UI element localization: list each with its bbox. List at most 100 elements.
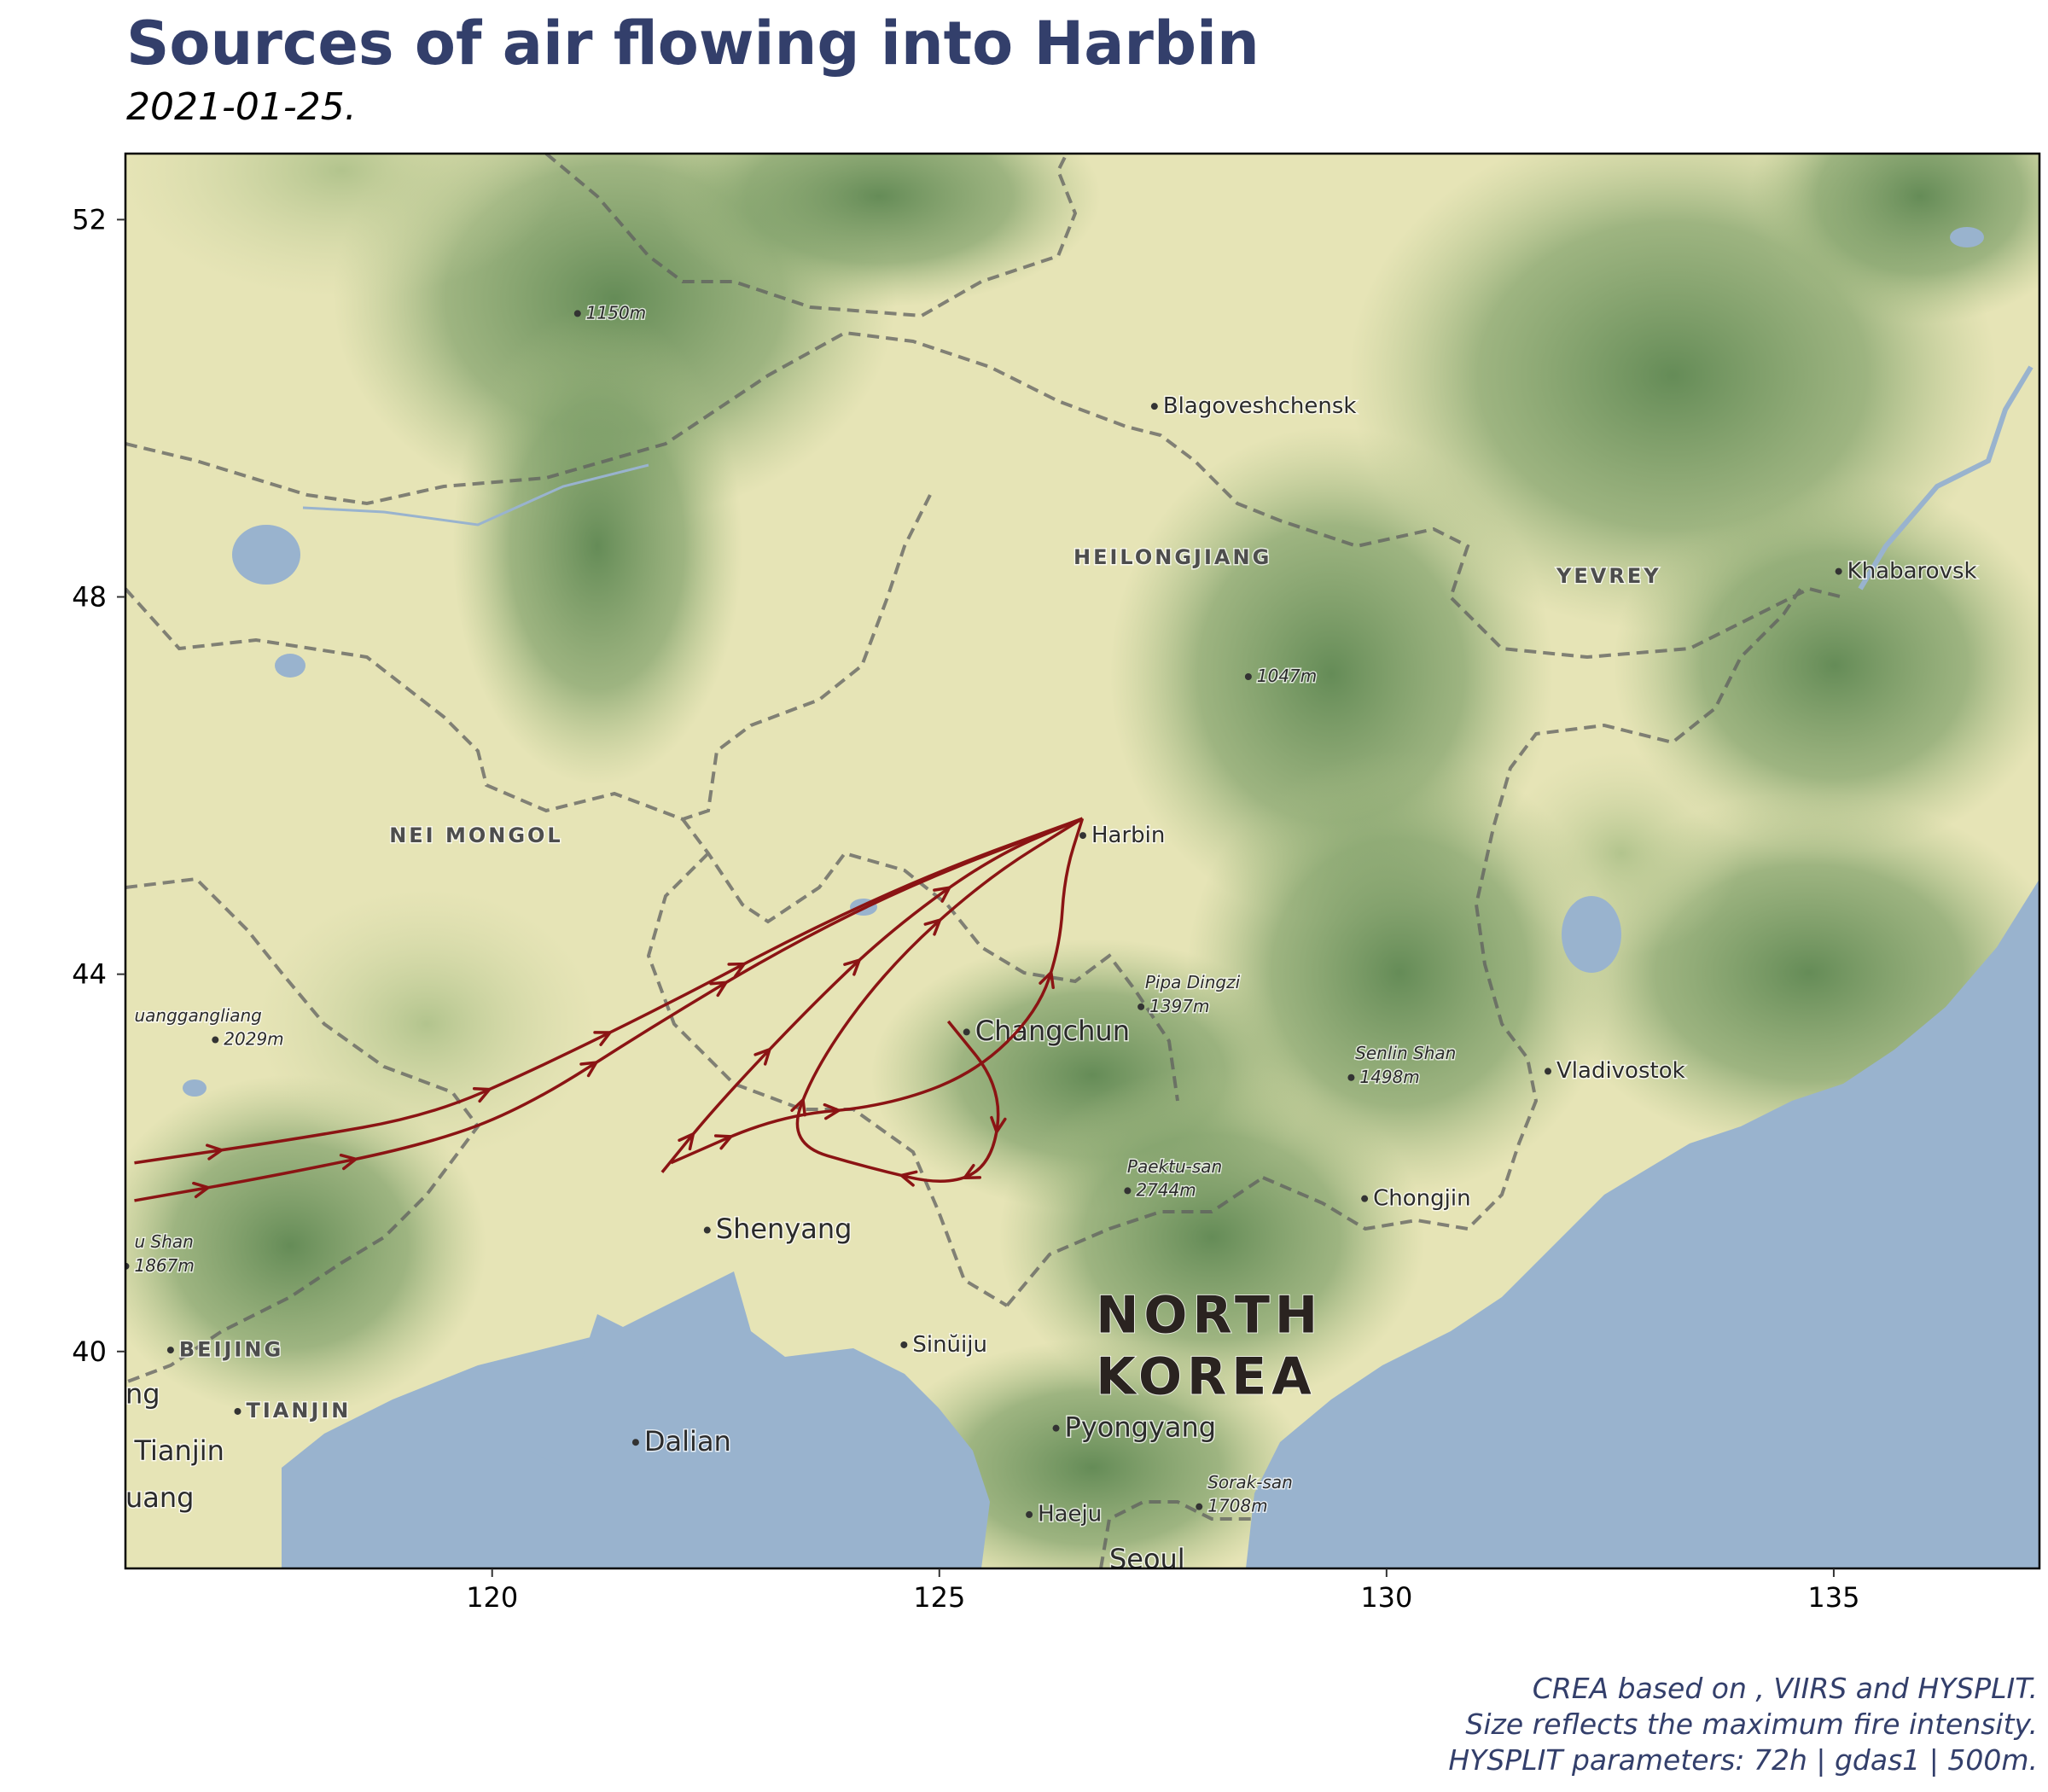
direction-arrow-icon	[990, 1115, 1007, 1134]
place-label: u Shan	[134, 1231, 193, 1252]
place-label: HEILONGJIANG	[1073, 545, 1271, 569]
basemap: Blagoveshchensk HEILONGJIANG YEVREY Khabaro…	[125, 154, 2039, 1575]
place-marker-icon	[1052, 1424, 1060, 1432]
direction-arrow-icon	[963, 1163, 982, 1179]
place-marker-icon	[212, 1036, 219, 1044]
direction-arrow-icon	[843, 958, 861, 976]
caption: CREA based on , VIIRS and HYSPLIT. Size …	[1448, 1671, 2038, 1778]
place-label: Haeju	[1038, 1502, 1102, 1527]
trajectories	[134, 817, 1085, 1202]
place-marker-icon	[1137, 1003, 1145, 1010]
place-marker-icon	[1196, 1503, 1203, 1510]
place-label: Blagoveshchensk	[1163, 393, 1357, 419]
place-label: uang	[125, 1481, 194, 1514]
direction-arrow-icon	[790, 1098, 806, 1117]
place-marker-icon	[703, 1226, 711, 1234]
place-marker-icon	[1835, 567, 1842, 575]
x-tick-label: 120	[466, 1581, 518, 1614]
place-label: Harbin	[1091, 823, 1165, 848]
direction-arrow-icon	[709, 980, 728, 998]
admin-borders	[125, 154, 1844, 1568]
place-label: NORTH	[1096, 1286, 1323, 1346]
direction-arrow-icon	[579, 1061, 598, 1078]
direction-arrow-icon	[753, 1048, 771, 1066]
place-label: Sinŭiju	[912, 1332, 987, 1358]
place-label: Tianjin	[133, 1434, 224, 1467]
caption-line: Size reflects the maximum fire intensity…	[1465, 1708, 2038, 1741]
place-label: Shenyang	[716, 1213, 852, 1245]
place-marker-icon	[900, 1341, 908, 1348]
direction-arrow-icon	[593, 1031, 612, 1046]
place-label: 1047m	[1257, 666, 1317, 686]
place-label: Sorak-san	[1207, 1472, 1293, 1492]
direction-arrow-icon	[899, 1170, 918, 1187]
y-tick-label: 44	[72, 958, 107, 991]
direction-arrow-icon	[205, 1143, 224, 1161]
trajectory-line	[134, 817, 1084, 1165]
map-title: Sources of air flowing into Harbin	[126, 9, 1260, 79]
place-label: Senlin Shan	[1355, 1043, 1456, 1063]
place-label: KOREA	[1096, 1347, 1316, 1407]
trajectory-line	[670, 817, 1085, 1165]
place-marker-icon	[166, 1347, 174, 1354]
y-tick-label: 52	[72, 203, 107, 236]
place-label: YEVREY	[1556, 564, 1661, 588]
place-label: Chongjin	[1373, 1185, 1470, 1211]
place-marker-icon	[234, 1407, 241, 1415]
place-label: Khabarovsk	[1847, 558, 1977, 584]
place-label: Paektu-san	[1127, 1156, 1222, 1177]
place-label: 1708m	[1207, 1496, 1267, 1516]
direction-arrow-icon	[823, 1103, 841, 1120]
trajectory-line	[660, 817, 1084, 1173]
x-axis: 120 125 130 135	[466, 1568, 1859, 1614]
place-marker-icon	[1244, 672, 1252, 680]
place-label: 2744m	[1136, 1179, 1196, 1200]
place-marker-icon	[1347, 1073, 1355, 1081]
direction-arrow-icon	[1039, 970, 1055, 990]
direction-arrow-icon	[192, 1181, 210, 1199]
caption-line: CREA based on , VIIRS and HYSPLIT.	[1532, 1672, 2038, 1705]
place-marker-icon	[631, 1439, 639, 1446]
place-label: 2029m	[224, 1029, 283, 1050]
place-marker-icon	[1026, 1510, 1033, 1518]
y-tick-label: 40	[72, 1335, 107, 1368]
y-axis: 40 44 48 52	[72, 203, 125, 1368]
place-marker-icon	[1124, 1187, 1132, 1195]
x-tick-label: 130	[1360, 1581, 1412, 1614]
place-label: Pyongyang	[1065, 1411, 1217, 1443]
direction-arrow-icon	[923, 918, 942, 936]
trajectory-line	[795, 817, 1084, 1183]
direction-arrow-icon	[713, 1134, 733, 1150]
place-label: uanggangliang	[134, 1005, 261, 1026]
place-label: 1498m	[1359, 1067, 1419, 1087]
place-marker-icon	[1545, 1068, 1552, 1075]
map-subtitle: 2021-01-25.	[126, 85, 357, 129]
place-label: Vladivostok	[1556, 1058, 1685, 1084]
direction-arrow-icon	[472, 1086, 492, 1103]
place-label: NEI MONGOL	[389, 823, 563, 847]
x-tick-label: 135	[1807, 1581, 1859, 1614]
trajectory-line	[134, 817, 1084, 1202]
place-label: 1397m	[1149, 996, 1209, 1016]
place-label: Dalian	[644, 1425, 731, 1457]
place-label: BEIJING	[179, 1337, 283, 1361]
water-bodies	[183, 227, 2039, 1568]
place-marker-icon	[1150, 403, 1158, 410]
place-marker-icon	[963, 1028, 970, 1036]
place-label: 1150m	[586, 302, 646, 323]
place-label: Seoul	[1109, 1543, 1185, 1575]
place-labels: Blagoveshchensk HEILONGJIANG YEVREY Khabaro…	[125, 301, 1978, 1575]
place-label: Pipa Dingzi	[1145, 972, 1241, 992]
place-marker-icon	[1079, 832, 1086, 840]
y-tick-label: 48	[72, 581, 107, 614]
place-label: 1867m	[134, 1255, 194, 1276]
place-marker-icon	[573, 310, 581, 317]
direction-arrow-icon	[339, 1153, 358, 1171]
direction-arrow-icon	[727, 962, 746, 978]
place-label: Changchun	[975, 1015, 1130, 1047]
forest-relief	[125, 154, 2039, 1568]
x-tick-label: 125	[913, 1581, 965, 1614]
place-label: ng	[125, 1378, 160, 1411]
direction-arrow-icon	[678, 1132, 695, 1151]
